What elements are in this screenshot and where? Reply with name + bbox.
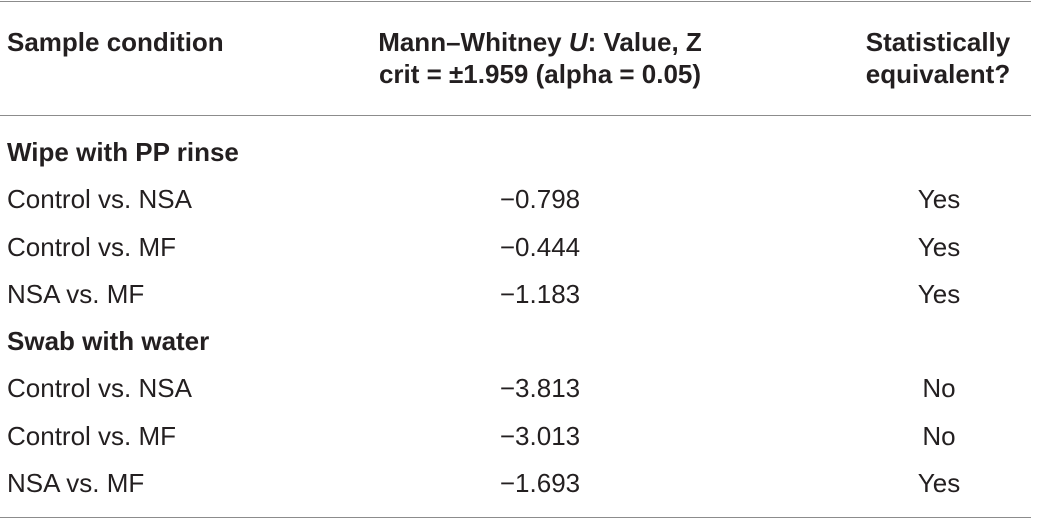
table-row-value: −1.693 [499,468,581,498]
table-row-condition: Control vs. NSA [7,373,192,403]
header-mann-whitney: Mann–Whitney U: Value, Z crit = ±1.959 (… [355,26,725,90]
table-bottom-rule [0,517,1031,518]
header-equivalent-line2: equivalent? [865,59,1011,89]
table-row-equivalent: No [922,421,956,451]
table-row-equivalent: No [922,373,956,403]
table-row-value: −1.183 [499,279,581,309]
table-row-condition: Control vs. NSA [7,184,192,214]
header-statistically-equivalent: Statistically equivalent? [850,26,1026,90]
table-row-equivalent: Yes [917,468,961,498]
table-row-value: −3.813 [499,373,581,403]
table-row-condition: NSA vs. MF [7,468,145,498]
header-mann-whitney-suffix: : Value, Z [587,27,702,57]
header-mann-whitney-prefix: Mann–Whitney [378,27,569,57]
table-top-rule [0,1,1031,2]
section-title: Swab with water [7,326,210,356]
header-mann-whitney-line2: crit = ±1.959 (alpha = 0.05) [378,59,702,89]
table-row-value: −0.444 [499,232,581,262]
header-mann-whitney-u: U [568,27,588,57]
header-rule [0,115,1031,116]
table-row-equivalent: Yes [917,232,961,262]
table-row-equivalent: Yes [917,184,961,214]
table-row-equivalent: Yes [917,279,961,309]
header-equivalent-line1: Statistically [865,27,1011,57]
header-mann-whitney-line1: Mann–Whitney U: Value, Z [355,26,725,58]
header-sample-condition: Sample condition [7,27,224,57]
table-row-condition: Control vs. MF [7,232,177,262]
table-row-condition: Control vs. MF [7,421,177,451]
table-row-value: −0.798 [499,184,581,214]
table-row-condition: NSA vs. MF [7,279,145,309]
table-row-value: −3.013 [499,421,581,451]
section-title: Wipe with PP rinse [7,137,239,167]
